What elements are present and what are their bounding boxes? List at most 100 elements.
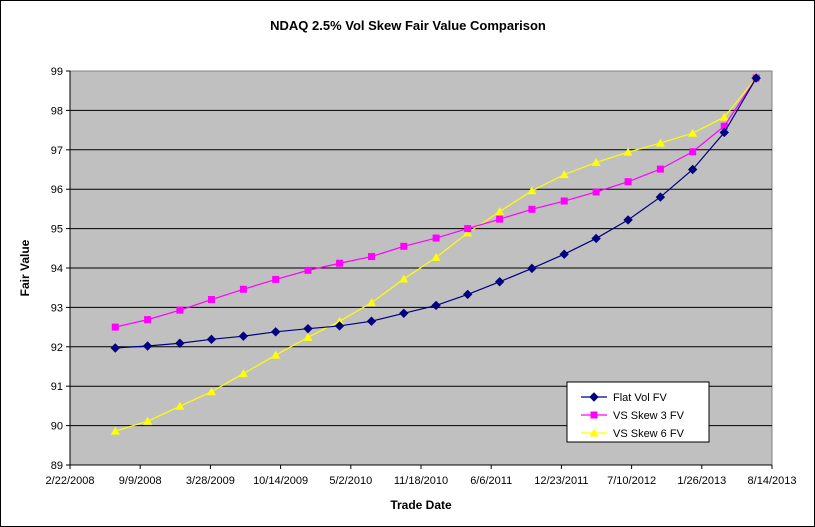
data-point <box>399 274 409 283</box>
data-point <box>366 316 377 326</box>
x-tick-label: 12/23/2011 <box>534 475 588 487</box>
chart-title: NDAQ 2.5% Vol Skew Fair Value Comparison <box>270 18 546 33</box>
x-tick-label: 1/26/2013 <box>677 475 726 487</box>
data-point <box>527 263 537 274</box>
data-point <box>431 300 441 311</box>
y-tick-label: 94 <box>51 263 63 275</box>
data-point <box>431 252 441 261</box>
data-point <box>239 285 247 293</box>
data-point <box>143 416 153 425</box>
series-vs-skew-3-fv <box>111 74 760 331</box>
y-tick-label: 99 <box>51 66 63 78</box>
data-point <box>560 197 568 205</box>
x-tick-label: 8/14/2013 <box>748 475 797 487</box>
x-tick-label: 10/14/2009 <box>253 475 308 487</box>
legend-entry: VS Skew 6 FV <box>581 428 685 440</box>
data-point <box>720 122 728 130</box>
x-axis: 2/22/2008 9/9/2008 3/28/2009 10/14/2009 5/2/… <box>46 464 797 487</box>
data-point <box>270 327 281 337</box>
data-point <box>624 178 632 186</box>
data-point <box>495 207 505 216</box>
data-point <box>689 148 697 156</box>
data-point <box>367 298 377 307</box>
data-point <box>206 334 217 345</box>
data-point <box>527 186 537 195</box>
x-tick-label: 6/6/2011 <box>470 475 512 487</box>
data-point <box>623 215 633 225</box>
data-point <box>400 242 408 250</box>
data-point <box>336 259 344 267</box>
x-tick-label: 3/28/2009 <box>186 475 235 487</box>
data-point <box>655 138 665 147</box>
data-point <box>688 128 698 137</box>
data-point <box>656 165 664 173</box>
data-point <box>432 234 440 242</box>
data-point <box>528 205 536 213</box>
legend-entry: VS Skew 3 FV <box>581 410 685 422</box>
data-point <box>144 316 152 324</box>
data-point <box>206 387 216 396</box>
data-point <box>271 350 281 359</box>
x-tick-label: 9/9/2008 <box>119 475 162 487</box>
data-point <box>110 426 120 435</box>
data-point <box>176 306 184 314</box>
data-point <box>655 192 666 202</box>
data-point <box>592 188 600 196</box>
x-tick-label: 11/18/2010 <box>394 475 448 487</box>
x-axis-title: Trade Date <box>390 498 452 512</box>
data-point <box>142 341 153 351</box>
data-point <box>368 253 376 261</box>
y-tick-label: 89 <box>51 460 63 472</box>
data-point <box>559 249 569 259</box>
legend-entry: Flat Vol FV <box>581 392 667 404</box>
legend-marker <box>589 428 599 437</box>
data-point <box>719 127 729 138</box>
y-tick-label: 98 <box>51 105 63 117</box>
data-point <box>462 289 473 300</box>
data-point <box>496 215 504 223</box>
data-point <box>687 164 698 175</box>
data-point <box>175 401 185 410</box>
y-tick-label: 96 <box>51 184 63 196</box>
gridlines <box>70 109 772 427</box>
data-point <box>399 308 409 319</box>
legend-label: Flat Vol FV <box>613 392 667 404</box>
data-point <box>303 323 313 334</box>
data-point <box>175 338 185 348</box>
series-group <box>110 73 761 435</box>
data-point <box>494 277 505 287</box>
data-point <box>303 332 313 341</box>
y-tick-label: 92 <box>51 342 63 354</box>
y-axis: 89 90 91 92 93 94 95 96 97 98 99 <box>51 66 71 472</box>
data-point <box>238 369 248 378</box>
data-point <box>335 316 345 325</box>
legend: Flat Vol FV VS Skew 3 FV VS Skew 6 FV <box>566 381 710 443</box>
y-tick-label: 95 <box>51 224 63 236</box>
data-point <box>111 323 119 331</box>
data-point <box>591 157 601 166</box>
y-tick-label: 93 <box>51 302 63 314</box>
x-tick-label: 2/22/2008 <box>46 475 95 487</box>
x-tick-label: 7/10/2012 <box>607 475 656 487</box>
data-point <box>272 275 280 283</box>
data-point <box>334 321 345 331</box>
y-tick-label: 90 <box>51 421 63 433</box>
legend-marker <box>590 411 598 419</box>
legend-marker <box>589 392 599 402</box>
y-tick-label: 97 <box>51 145 63 157</box>
y-axis-title: Fair Value <box>18 239 32 296</box>
data-point <box>591 233 601 244</box>
data-point <box>110 343 120 353</box>
legend-label: VS Skew 6 FV <box>613 428 685 440</box>
data-point <box>623 147 633 156</box>
data-point <box>559 170 569 179</box>
data-point <box>238 331 249 341</box>
data-point <box>464 225 472 233</box>
legend-label: VS Skew 3 FV <box>613 410 685 422</box>
data-point <box>304 266 312 274</box>
data-point <box>207 296 215 304</box>
data-point <box>719 112 729 121</box>
data-point <box>463 228 473 237</box>
y-tick-label: 91 <box>51 381 63 393</box>
